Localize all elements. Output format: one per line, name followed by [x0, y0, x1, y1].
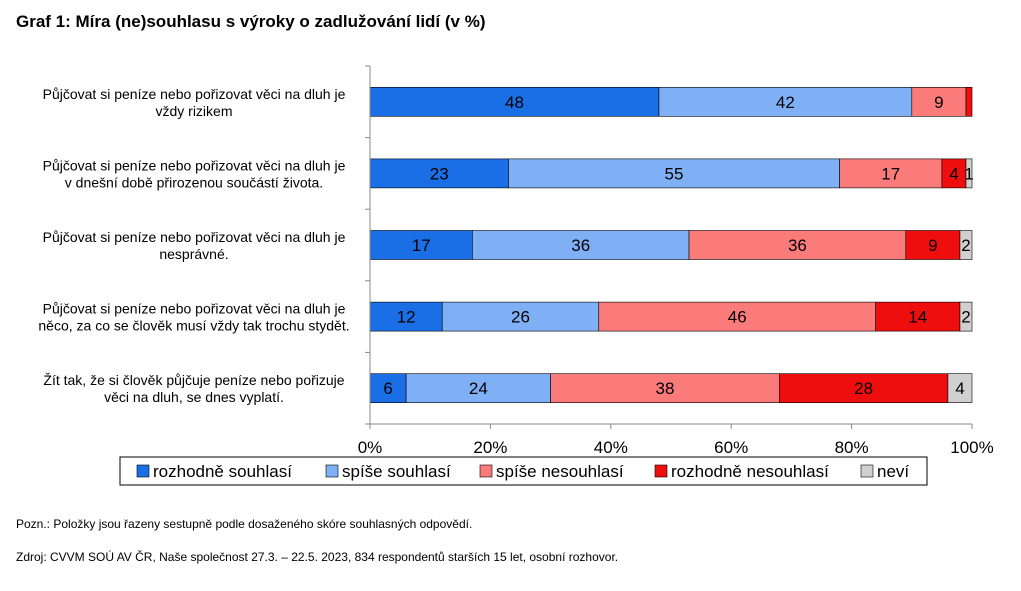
data-label: 14 [908, 308, 927, 327]
data-label: 4 [955, 379, 964, 398]
category-label: Půjčovat si peníze nebo pořizovat věci n… [43, 86, 346, 119]
legend-swatch [654, 464, 668, 478]
category-label: Půjčovat si peníze nebo pořizovat věci n… [43, 229, 346, 262]
bar-segment [658, 87, 913, 117]
data-label: 9 [934, 93, 943, 112]
data-label: 42 [776, 93, 795, 112]
x-tick-label: 0% [358, 438, 383, 457]
legend-label: spíše souhlasí [342, 462, 451, 481]
data-label: 17 [412, 236, 431, 255]
bar-segment [779, 373, 949, 404]
bar-segment [508, 158, 840, 189]
category-labels: Půjčovat si peníze nebo pořizovat věci n… [38, 86, 349, 405]
x-tick-label: 20% [473, 438, 507, 457]
bar-segment [405, 373, 551, 404]
legend-label: spíše nesouhlasí [496, 462, 624, 481]
x-tick-label: 100% [950, 438, 993, 457]
bar-segment [965, 87, 973, 117]
bar-segment [905, 230, 961, 260]
data-label: 36 [571, 236, 590, 255]
bar-segment [839, 158, 943, 189]
x-tick-label: 40% [594, 438, 628, 457]
legend-label: neví [877, 462, 909, 481]
bar-segment [959, 301, 973, 332]
data-label: 23 [430, 164, 449, 183]
bar-segment [369, 373, 407, 404]
category-label: Půjčovat si peníze nebo pořizovat věci n… [43, 157, 346, 190]
data-label: 1 [964, 164, 973, 183]
bar-segment [959, 230, 973, 260]
data-label: 55 [665, 164, 684, 183]
data-label: 9 [928, 236, 937, 255]
bar-segment [941, 158, 967, 189]
legend-swatch [325, 464, 339, 478]
bar-segment [947, 373, 973, 404]
x-axis: 0% 20% 40% 60% 80% 100% [358, 65, 994, 457]
x-tick-label: 80% [835, 438, 869, 457]
data-label: 46 [728, 308, 747, 327]
chart-title: Graf 1: Míra (ne)souhlasu s výroky o zad… [16, 12, 486, 31]
legend-label: rozhodně nesouhlasí [671, 462, 829, 481]
data-label: 48 [505, 93, 524, 112]
category-label: Půjčovat si peníze nebo pořizovat věci n… [38, 301, 349, 334]
data-label: 36 [788, 236, 807, 255]
data-label: 4 [949, 164, 958, 183]
data-label: 2 [961, 308, 970, 327]
data-label: 6 [383, 379, 392, 398]
legend-swatch [136, 464, 150, 478]
data-label: 38 [656, 379, 675, 398]
bar-segment [441, 301, 600, 332]
data-label: 17 [881, 164, 900, 183]
bar-segment [369, 230, 473, 260]
bar-segment [965, 158, 973, 189]
data-label: 26 [511, 308, 530, 327]
note-text: Pozn.: Položky jsou řazeny sestupně podl… [16, 517, 473, 531]
source-text: Zdroj: CVVM SOÚ AV ČR, Naše společnost 2… [16, 550, 619, 564]
data-label: 12 [397, 308, 416, 327]
bar-segment [875, 301, 961, 332]
bar-segment [472, 230, 690, 260]
data-label: 28 [854, 379, 873, 398]
category-label: Žít tak, že si člověk půjčuje peníze neb… [43, 372, 344, 405]
legend-label: rozhodně souhlasí [153, 462, 292, 481]
stacked-bar-chart: Půjčovat si peníze nebo pořizovat věci n… [38, 65, 994, 486]
legend-box [119, 456, 928, 486]
legend: rozhodně souhlasí spíše souhlasí spíše nes… [119, 456, 928, 486]
data-label: 24 [469, 379, 488, 398]
bar-segment [369, 301, 443, 332]
bar-segment [598, 301, 876, 332]
bars: 48 42 923 55 17 4 117 36 36 9 212 26 46 14 26 24 38 28 4 [369, 87, 974, 404]
x-tick-label: 60% [714, 438, 748, 457]
legend-swatch [479, 464, 493, 478]
bar-segment [550, 373, 780, 404]
legend-swatch [860, 464, 874, 478]
data-label: 2 [961, 236, 970, 255]
